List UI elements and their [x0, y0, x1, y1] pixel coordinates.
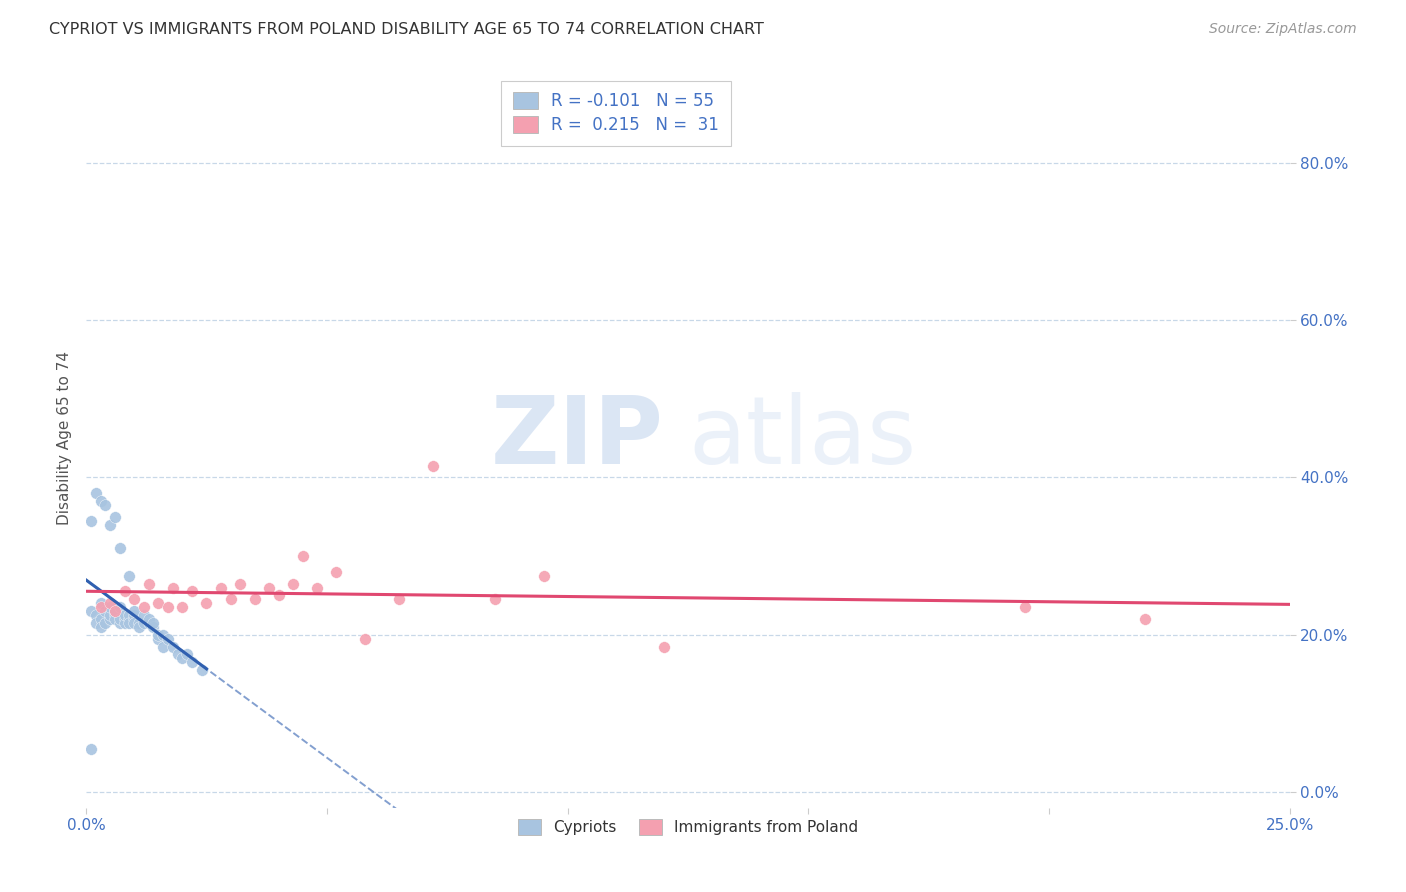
Point [181, 584, 204, 599]
Point [108, 600, 131, 615]
Point [132, 608, 155, 623]
Point [89, 600, 111, 615]
Point [118, 568, 141, 582]
Point [98, 600, 121, 615]
Point [89, 612, 111, 626]
Point [94, 604, 117, 618]
Point [172, 600, 194, 615]
Point [148, 632, 170, 646]
Point [122, 612, 145, 626]
Point [128, 620, 150, 634]
Point [98, 612, 121, 626]
Point [219, 592, 242, 607]
Point [122, 592, 145, 607]
Point [104, 604, 127, 618]
Point [132, 600, 155, 615]
Point [291, 549, 314, 563]
Point [114, 612, 136, 626]
Point [138, 576, 160, 591]
Point [108, 615, 131, 630]
Point [138, 615, 160, 630]
Point [128, 615, 150, 630]
Point [354, 632, 377, 646]
Point [84, 608, 107, 623]
Point [118, 615, 141, 630]
Point [152, 628, 174, 642]
Text: CYPRIOT VS IMMIGRANTS FROM POLAND DISABILITY AGE 65 TO 74 CORRELATION CHART: CYPRIOT VS IMMIGRANTS FROM POLAND DISABI… [49, 22, 763, 37]
Point [80, 604, 103, 618]
Point [104, 608, 127, 623]
Point [281, 576, 304, 591]
Y-axis label: Disability Age 65 to 74: Disability Age 65 to 74 [58, 351, 72, 525]
Point [166, 648, 188, 662]
Point [257, 581, 280, 595]
Point [229, 576, 252, 591]
Point [98, 596, 121, 610]
Point [162, 581, 184, 595]
Point [422, 458, 444, 473]
Point [104, 612, 127, 626]
Point [122, 604, 145, 618]
Point [89, 494, 111, 508]
Point [122, 615, 145, 630]
Point [148, 628, 170, 642]
Point [243, 592, 266, 607]
Point [122, 608, 145, 623]
Point [98, 608, 121, 623]
Point [84, 486, 107, 500]
Point [84, 615, 107, 630]
Point [80, 514, 103, 528]
Point [89, 596, 111, 610]
Point [142, 615, 165, 630]
Point [156, 632, 179, 646]
Point [190, 663, 212, 677]
Point [325, 565, 347, 579]
Point [267, 589, 290, 603]
Point [118, 608, 141, 623]
Point [176, 648, 198, 662]
Point [114, 615, 136, 630]
Point [195, 596, 218, 610]
Point [484, 592, 506, 607]
Legend: Cypriots, Immigrants from Poland: Cypriots, Immigrants from Poland [509, 810, 868, 845]
Point [209, 581, 232, 595]
Point [1014, 600, 1036, 615]
Text: atlas: atlas [688, 392, 917, 484]
Point [148, 596, 170, 610]
Text: Source: ZipAtlas.com: Source: ZipAtlas.com [1209, 22, 1357, 37]
Point [118, 612, 141, 626]
Point [132, 615, 155, 630]
Point [89, 620, 111, 634]
Point [181, 655, 204, 669]
Point [104, 604, 127, 618]
Point [98, 517, 121, 532]
Point [388, 592, 411, 607]
Point [142, 620, 165, 634]
Point [108, 612, 131, 626]
Point [80, 741, 103, 756]
Point [138, 612, 160, 626]
Point [114, 608, 136, 623]
Point [156, 600, 179, 615]
Point [94, 498, 117, 512]
Point [94, 615, 117, 630]
Point [104, 509, 127, 524]
Point [652, 640, 675, 654]
Point [533, 568, 555, 582]
Point [108, 541, 131, 556]
Point [152, 640, 174, 654]
Point [172, 651, 194, 665]
Point [307, 581, 329, 595]
Point [1135, 612, 1157, 626]
Text: ZIP: ZIP [491, 392, 664, 484]
Point [162, 640, 184, 654]
Point [114, 584, 136, 599]
